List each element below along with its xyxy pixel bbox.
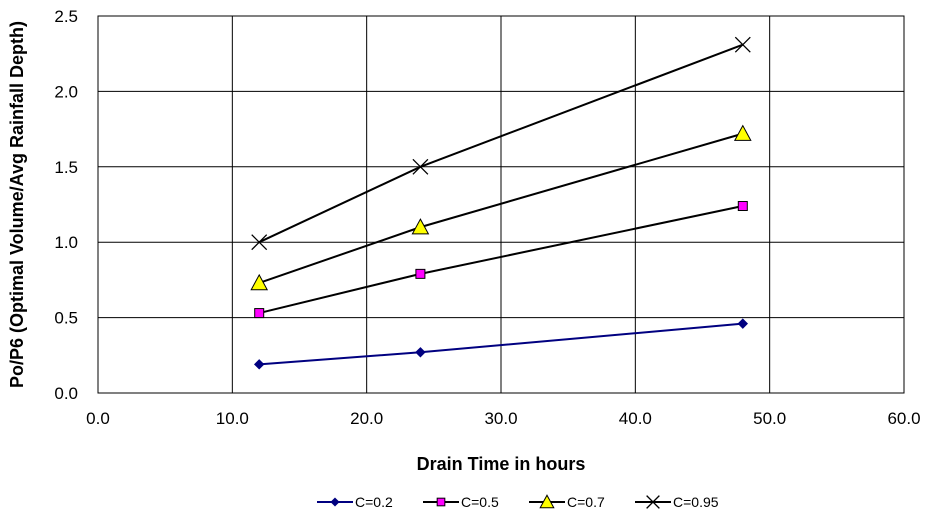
series-group <box>250 36 752 370</box>
data-point <box>253 359 265 370</box>
x-tick-label: 50.0 <box>753 409 786 428</box>
data-point <box>737 318 749 329</box>
x-tick-label: 40.0 <box>619 409 652 428</box>
data-point <box>251 234 268 251</box>
legend-item: C=0.95 <box>635 494 719 510</box>
data-point <box>733 124 752 141</box>
legend-label: C=0.2 <box>355 494 393 510</box>
series-c-0-7 <box>250 124 752 291</box>
y-tick-label: 2.5 <box>54 7 78 26</box>
x-tick-labels: 0.0 10.0 20.0 30.0 40.0 50.0 60.0 <box>86 409 920 428</box>
x-tick-label: 60.0 <box>887 409 920 428</box>
legend-marker <box>539 494 555 509</box>
legend-marker <box>330 497 340 507</box>
legend-item: C=0.7 <box>529 494 605 510</box>
y-tick-label: 2.0 <box>54 82 78 101</box>
legend-label: C=0.95 <box>673 494 719 510</box>
legend: C=0.2 C=0.5 C=0.7 C=0.95 <box>317 494 719 510</box>
x-tick-label: 10.0 <box>216 409 249 428</box>
series-c-0-2 <box>253 318 749 370</box>
data-point <box>415 347 426 358</box>
y-tick-label: 1.0 <box>54 233 78 252</box>
series-c-0-95 <box>251 36 751 251</box>
legend-label: C=0.5 <box>461 494 499 510</box>
x-tick-label: 0.0 <box>86 409 110 428</box>
grid <box>98 16 904 393</box>
plot-area <box>97 15 905 394</box>
y-axis-title: Po/P6 (Optimal Volume/Avg Rainfall Depth… <box>7 21 27 388</box>
series-c-0-5 <box>254 201 748 319</box>
x-tick-label: 30.0 <box>484 409 517 428</box>
data-point <box>254 308 265 319</box>
y-tick-label: 0.5 <box>54 309 78 328</box>
y-tick-label: 0.0 <box>54 384 78 403</box>
legend-marker <box>646 495 660 509</box>
data-point <box>411 218 430 235</box>
y-tick-labels: 0.0 0.5 1.0 1.5 2.0 2.5 <box>54 7 78 403</box>
legend-item: C=0.2 <box>317 494 393 510</box>
data-point <box>415 268 426 279</box>
legend-marker <box>436 497 446 507</box>
data-point <box>737 201 748 212</box>
data-point <box>250 273 269 291</box>
x-axis-title: Drain Time in hours <box>417 454 586 474</box>
data-point <box>412 158 429 175</box>
x-tick-label: 20.0 <box>350 409 383 428</box>
legend-label: C=0.7 <box>567 494 605 510</box>
y-tick-label: 1.5 <box>54 158 78 177</box>
legend-item: C=0.5 <box>423 494 499 510</box>
data-point <box>734 36 751 53</box>
